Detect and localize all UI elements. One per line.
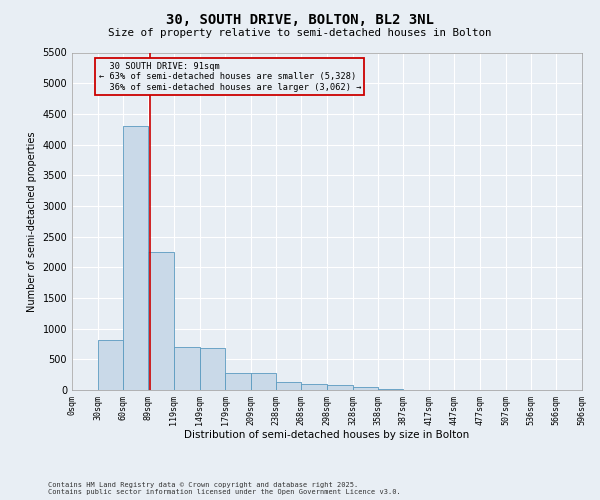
Bar — [275, 382, 301, 390]
Text: 30, SOUTH DRIVE, BOLTON, BL2 3NL: 30, SOUTH DRIVE, BOLTON, BL2 3NL — [166, 12, 434, 26]
Bar — [174, 347, 199, 390]
Bar — [124, 126, 148, 390]
X-axis label: Distribution of semi-detached houses by size in Bolton: Distribution of semi-detached houses by … — [184, 430, 470, 440]
Text: Size of property relative to semi-detached houses in Bolton: Size of property relative to semi-detach… — [108, 28, 492, 38]
Bar — [225, 373, 251, 390]
Bar — [148, 252, 174, 390]
Bar — [301, 384, 327, 390]
Y-axis label: Number of semi-detached properties: Number of semi-detached properties — [27, 131, 37, 312]
Text: Contains HM Land Registry data © Crown copyright and database right 2025.
Contai: Contains HM Land Registry data © Crown c… — [48, 482, 401, 495]
Bar — [353, 386, 379, 390]
Bar — [327, 385, 353, 390]
Text: 30 SOUTH DRIVE: 91sqm
← 63% of semi-detached houses are smaller (5,328)
  36% of: 30 SOUTH DRIVE: 91sqm ← 63% of semi-deta… — [98, 62, 361, 92]
Bar — [251, 374, 275, 390]
Bar — [199, 348, 225, 390]
Bar — [98, 340, 124, 390]
